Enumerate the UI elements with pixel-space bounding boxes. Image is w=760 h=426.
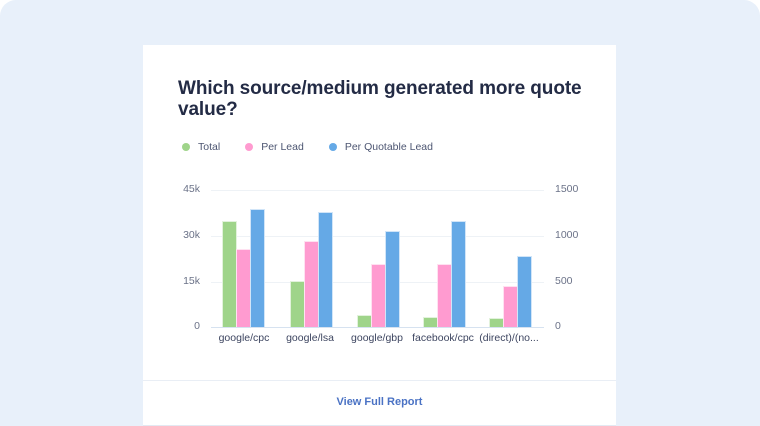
x-axis-label: google/cpc (218, 332, 270, 344)
chart-legend: Total Per Lead Per Quotable Lead (182, 140, 458, 154)
bar-per-quotable-lead[interactable] (250, 209, 265, 327)
legend-item-total[interactable]: Total (182, 141, 220, 153)
legend-dot-icon (328, 143, 337, 151)
chart-card: Which source/medium generated more quote… (143, 45, 616, 426)
gridline (211, 190, 544, 191)
bar-per-quotable-lead[interactable] (517, 256, 532, 327)
x-axis-label: google/lsa (286, 332, 334, 344)
legend-item-per-quotable-lead[interactable]: Per Quotable Lead (328, 141, 433, 153)
x-axis-label: facebook/cpc (412, 332, 474, 344)
bar-chart: 45k 30k 15k 0 1500 1000 500 0 google/cpc… (143, 45, 616, 380)
x-axis-label: (direct)/(no... (479, 332, 539, 344)
right-axis-tick: 0 (555, 320, 561, 332)
bar-total[interactable] (290, 281, 305, 327)
bar-per-quotable-lead[interactable] (318, 212, 333, 327)
x-axis-line (211, 327, 544, 328)
legend-label: Per Lead (261, 141, 304, 153)
bar-total[interactable] (489, 318, 504, 327)
left-axis-tick: 30k (183, 229, 200, 241)
card-title: Which source/medium generated more quote… (178, 78, 582, 120)
bar-per-quotable-lead[interactable] (451, 221, 466, 327)
footer-divider (143, 380, 616, 381)
bar-per-lead[interactable] (437, 264, 452, 327)
bar-per-lead[interactable] (371, 264, 386, 327)
gridline (211, 236, 544, 237)
bar-total[interactable] (222, 221, 237, 327)
right-axis-tick: 500 (555, 275, 573, 287)
legend-label: Total (198, 141, 221, 153)
left-axis-tick: 45k (183, 183, 200, 195)
bar-per-lead[interactable] (503, 286, 518, 327)
bar-per-quotable-lead[interactable] (385, 231, 400, 327)
bar-total[interactable] (357, 315, 372, 327)
legend-label: Per Quotable Lead (344, 141, 433, 153)
legend-dot-icon (245, 143, 254, 151)
bar-total[interactable] (423, 317, 438, 327)
bar-per-lead[interactable] (304, 241, 319, 327)
bar-per-lead[interactable] (236, 249, 251, 327)
right-axis-tick: 1000 (555, 229, 579, 241)
legend-item-per-lead[interactable]: Per Lead (245, 141, 304, 153)
legend-dot-icon (182, 143, 190, 151)
right-axis-tick: 1500 (555, 183, 579, 195)
x-axis-label: google/gbp (351, 332, 403, 344)
left-axis-tick: 15k (183, 275, 200, 287)
left-axis-tick: 0 (194, 320, 200, 332)
view-full-report-link[interactable]: View Full Report (336, 396, 423, 408)
